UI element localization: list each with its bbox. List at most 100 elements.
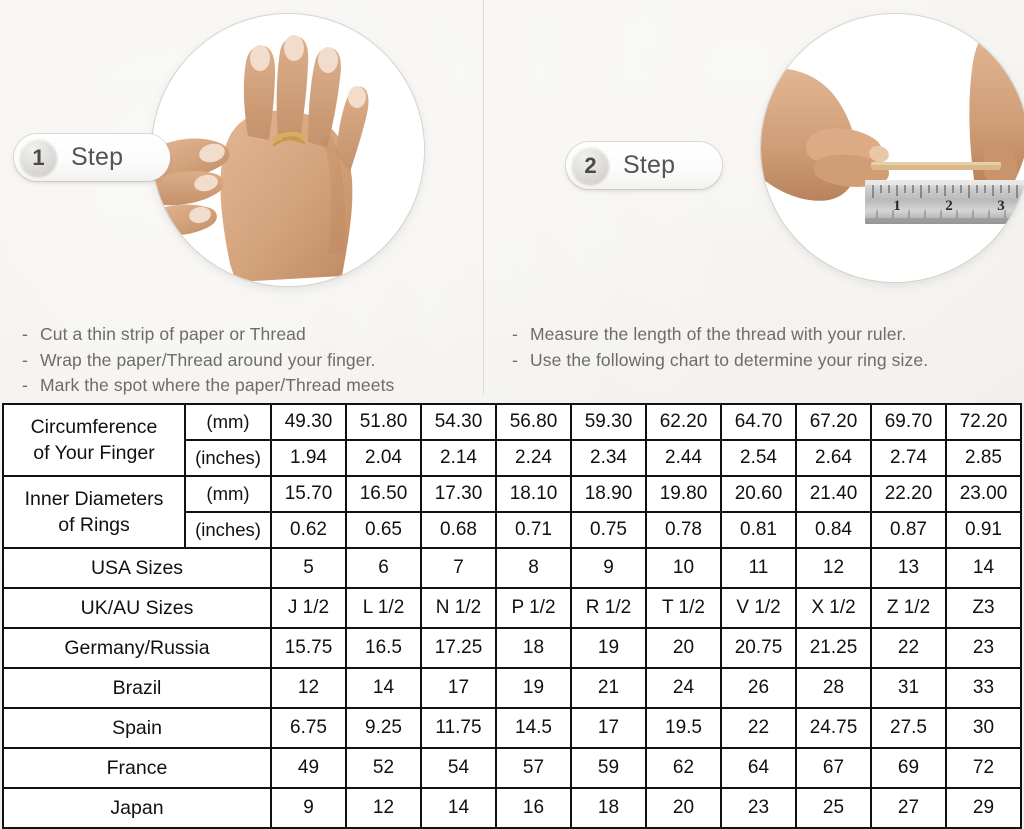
region-label-brazil: Brazil [2, 667, 272, 709]
cell-circumference_mm-1: 49.30 [270, 403, 347, 441]
cell-germany_russia-2: 16.5 [345, 627, 422, 669]
region-label-france: France [2, 747, 272, 789]
cell-circumference_mm-7: 64.70 [720, 403, 797, 441]
cell-japan-7: 23 [720, 787, 797, 829]
cell-usa-7: 11 [720, 547, 797, 589]
ring-size-table-container: Circumference of Your Finger (mm) 49.30 51.8… [2, 403, 1022, 829]
cell-japan-8: 25 [795, 787, 872, 829]
cell-france-5: 59 [570, 747, 647, 789]
instruction-text: Measure the length of the thread with yo… [530, 324, 907, 344]
cell-inner_diameter_mm-1: 15.70 [270, 475, 347, 513]
cell-germany_russia-8: 21.25 [795, 627, 872, 669]
step-2-instruction-list: - Measure the length of the thread with … [512, 322, 1012, 373]
ruler-mark-2: 2 [945, 198, 953, 214]
table-row: USA Sizes 5 6 7 8 9 10 11 12 13 14 [2, 547, 1022, 589]
cell-brazil-4: 19 [495, 667, 572, 709]
bullet-dash-icon: - [22, 375, 28, 395]
cell-inner_diameter_mm-2: 16.50 [345, 475, 422, 513]
ruler-mark-1: 1 [893, 198, 901, 214]
cell-germany_russia-5: 19 [570, 627, 647, 669]
cell-inner_diameter_inches-7: 0.81 [720, 511, 797, 549]
cell-brazil-8: 28 [795, 667, 872, 709]
cell-usa-3: 7 [420, 547, 497, 589]
step-1-number-circle: 1 [20, 139, 57, 176]
cell-france-2: 52 [345, 747, 422, 789]
row-group-label-line: of Rings [58, 514, 130, 536]
cell-inner_diameter_mm-3: 17.30 [420, 475, 497, 513]
region-label-usa: USA Sizes [2, 547, 272, 589]
cell-usa-8: 12 [795, 547, 872, 589]
table-row: Inner Diameters of Rings (mm) 15.70 16.50 17.… [2, 475, 1022, 549]
cell-france-6: 62 [645, 747, 722, 789]
cell-usa-4: 8 [495, 547, 572, 589]
cell-circumference_mm-5: 59.30 [570, 403, 647, 441]
cell-japan-3: 14 [420, 787, 497, 829]
table-row: (inches) 0.62 0.65 0.68 0.71 0.75 0.78 0.81 0.84… [3, 511, 1022, 549]
cell-germany_russia-4: 18 [495, 627, 572, 669]
bullet-dash-icon: - [22, 349, 28, 370]
region-label-japan: Japan [2, 787, 272, 829]
region-label-uk_au: UK/AU Sizes [2, 587, 272, 629]
cell-france-7: 64 [720, 747, 797, 789]
step2-photo-measuring-with-ruler: 1 2 3 [761, 14, 1024, 282]
unit-cell: (inches) [184, 439, 272, 477]
ruler-mark-3: 3 [997, 198, 1005, 214]
thread-strip [871, 162, 1001, 170]
cell-circumference_inches-5: 2.34 [570, 439, 647, 477]
cell-usa-2: 6 [345, 547, 422, 589]
cell-france-9: 69 [870, 747, 947, 789]
instruction-item: - Mark the spot where the paper/Thread m… [22, 373, 472, 399]
table-row: Germany/Russia 15.75 16.5 17.25 18 19 20 20.75 2… [2, 627, 1022, 669]
cell-inner_diameter_inches-2: 0.65 [345, 511, 422, 549]
cell-japan-10: 29 [945, 787, 1022, 829]
cell-inner_diameter_mm-8: 21.40 [795, 475, 872, 513]
cell-germany_russia-9: 22 [870, 627, 947, 669]
step-1-badge: 1 Step [14, 134, 170, 181]
measuring-thread-illustration: 1 2 3 [761, 14, 1024, 282]
cell-usa-6: 10 [645, 547, 722, 589]
cell-inner_diameter_inches-4: 0.71 [495, 511, 572, 549]
cell-uk_au-8: X 1/2 [795, 587, 872, 629]
step-1-number: 1 [32, 144, 45, 170]
table-row: UK/AU Sizes J 1/2 L 1/2 N 1/2 P 1/2 R 1/2 T 1/… [2, 587, 1022, 629]
step-2-number: 2 [584, 152, 597, 178]
table-row: France 49 52 54 57 59 62 64 67 69 72 [2, 747, 1022, 789]
instruction-area: 1 2 3 1 Step 2 Step [0, 0, 1024, 403]
cell-spain-3: 11.75 [420, 707, 497, 749]
cell-circumference_mm-4: 56.80 [495, 403, 572, 441]
cell-circumference_mm-6: 62.20 [645, 403, 722, 441]
cell-uk_au-7: V 1/2 [720, 587, 797, 629]
cell-japan-9: 27 [870, 787, 947, 829]
cell-brazil-5: 21 [570, 667, 647, 709]
cell-uk_au-10: Z3 [945, 587, 1022, 629]
instruction-item: - Measure the length of the thread with … [512, 322, 1012, 348]
cell-inner_diameter_mm-5: 18.90 [570, 475, 647, 513]
cell-inner_diameter_mm-7: 20.60 [720, 475, 797, 513]
cell-brazil-9: 31 [870, 667, 947, 709]
cell-japan-6: 20 [645, 787, 722, 829]
cell-circumference_inches-7: 2.54 [720, 439, 797, 477]
step-1-label: Step [71, 143, 124, 171]
cell-circumference_inches-8: 2.64 [795, 439, 872, 477]
cell-germany_russia-3: 17.25 [420, 627, 497, 669]
cell-spain-10: 30 [945, 707, 1022, 749]
instruction-text: Use the following chart to determine you… [530, 349, 929, 370]
cell-spain-6: 19.5 [645, 707, 722, 749]
cell-uk_au-9: Z 1/2 [870, 587, 947, 629]
cell-spain-1: 6.75 [270, 707, 347, 749]
cell-france-4: 57 [495, 747, 572, 789]
instruction-text: Wrap the paper/Thread around your finger… [40, 349, 376, 370]
cell-inner_diameter_inches-9: 0.87 [870, 511, 947, 549]
cell-circumference_inches-1: 1.94 [270, 439, 347, 477]
cell-uk_au-2: L 1/2 [345, 587, 422, 629]
unit-cell: (mm) [184, 475, 272, 513]
cell-brazil-1: 12 [270, 667, 347, 709]
cell-japan-5: 18 [570, 787, 647, 829]
bullet-dash-icon: - [22, 324, 28, 344]
row-group-label: Circumference of Your Finger [2, 403, 186, 477]
region-label-spain: Spain [2, 707, 272, 749]
cell-circumference_inches-3: 2.14 [420, 439, 497, 477]
cell-usa-9: 13 [870, 547, 947, 589]
cell-inner_diameter_inches-1: 0.62 [270, 511, 347, 549]
cell-france-3: 54 [420, 747, 497, 789]
